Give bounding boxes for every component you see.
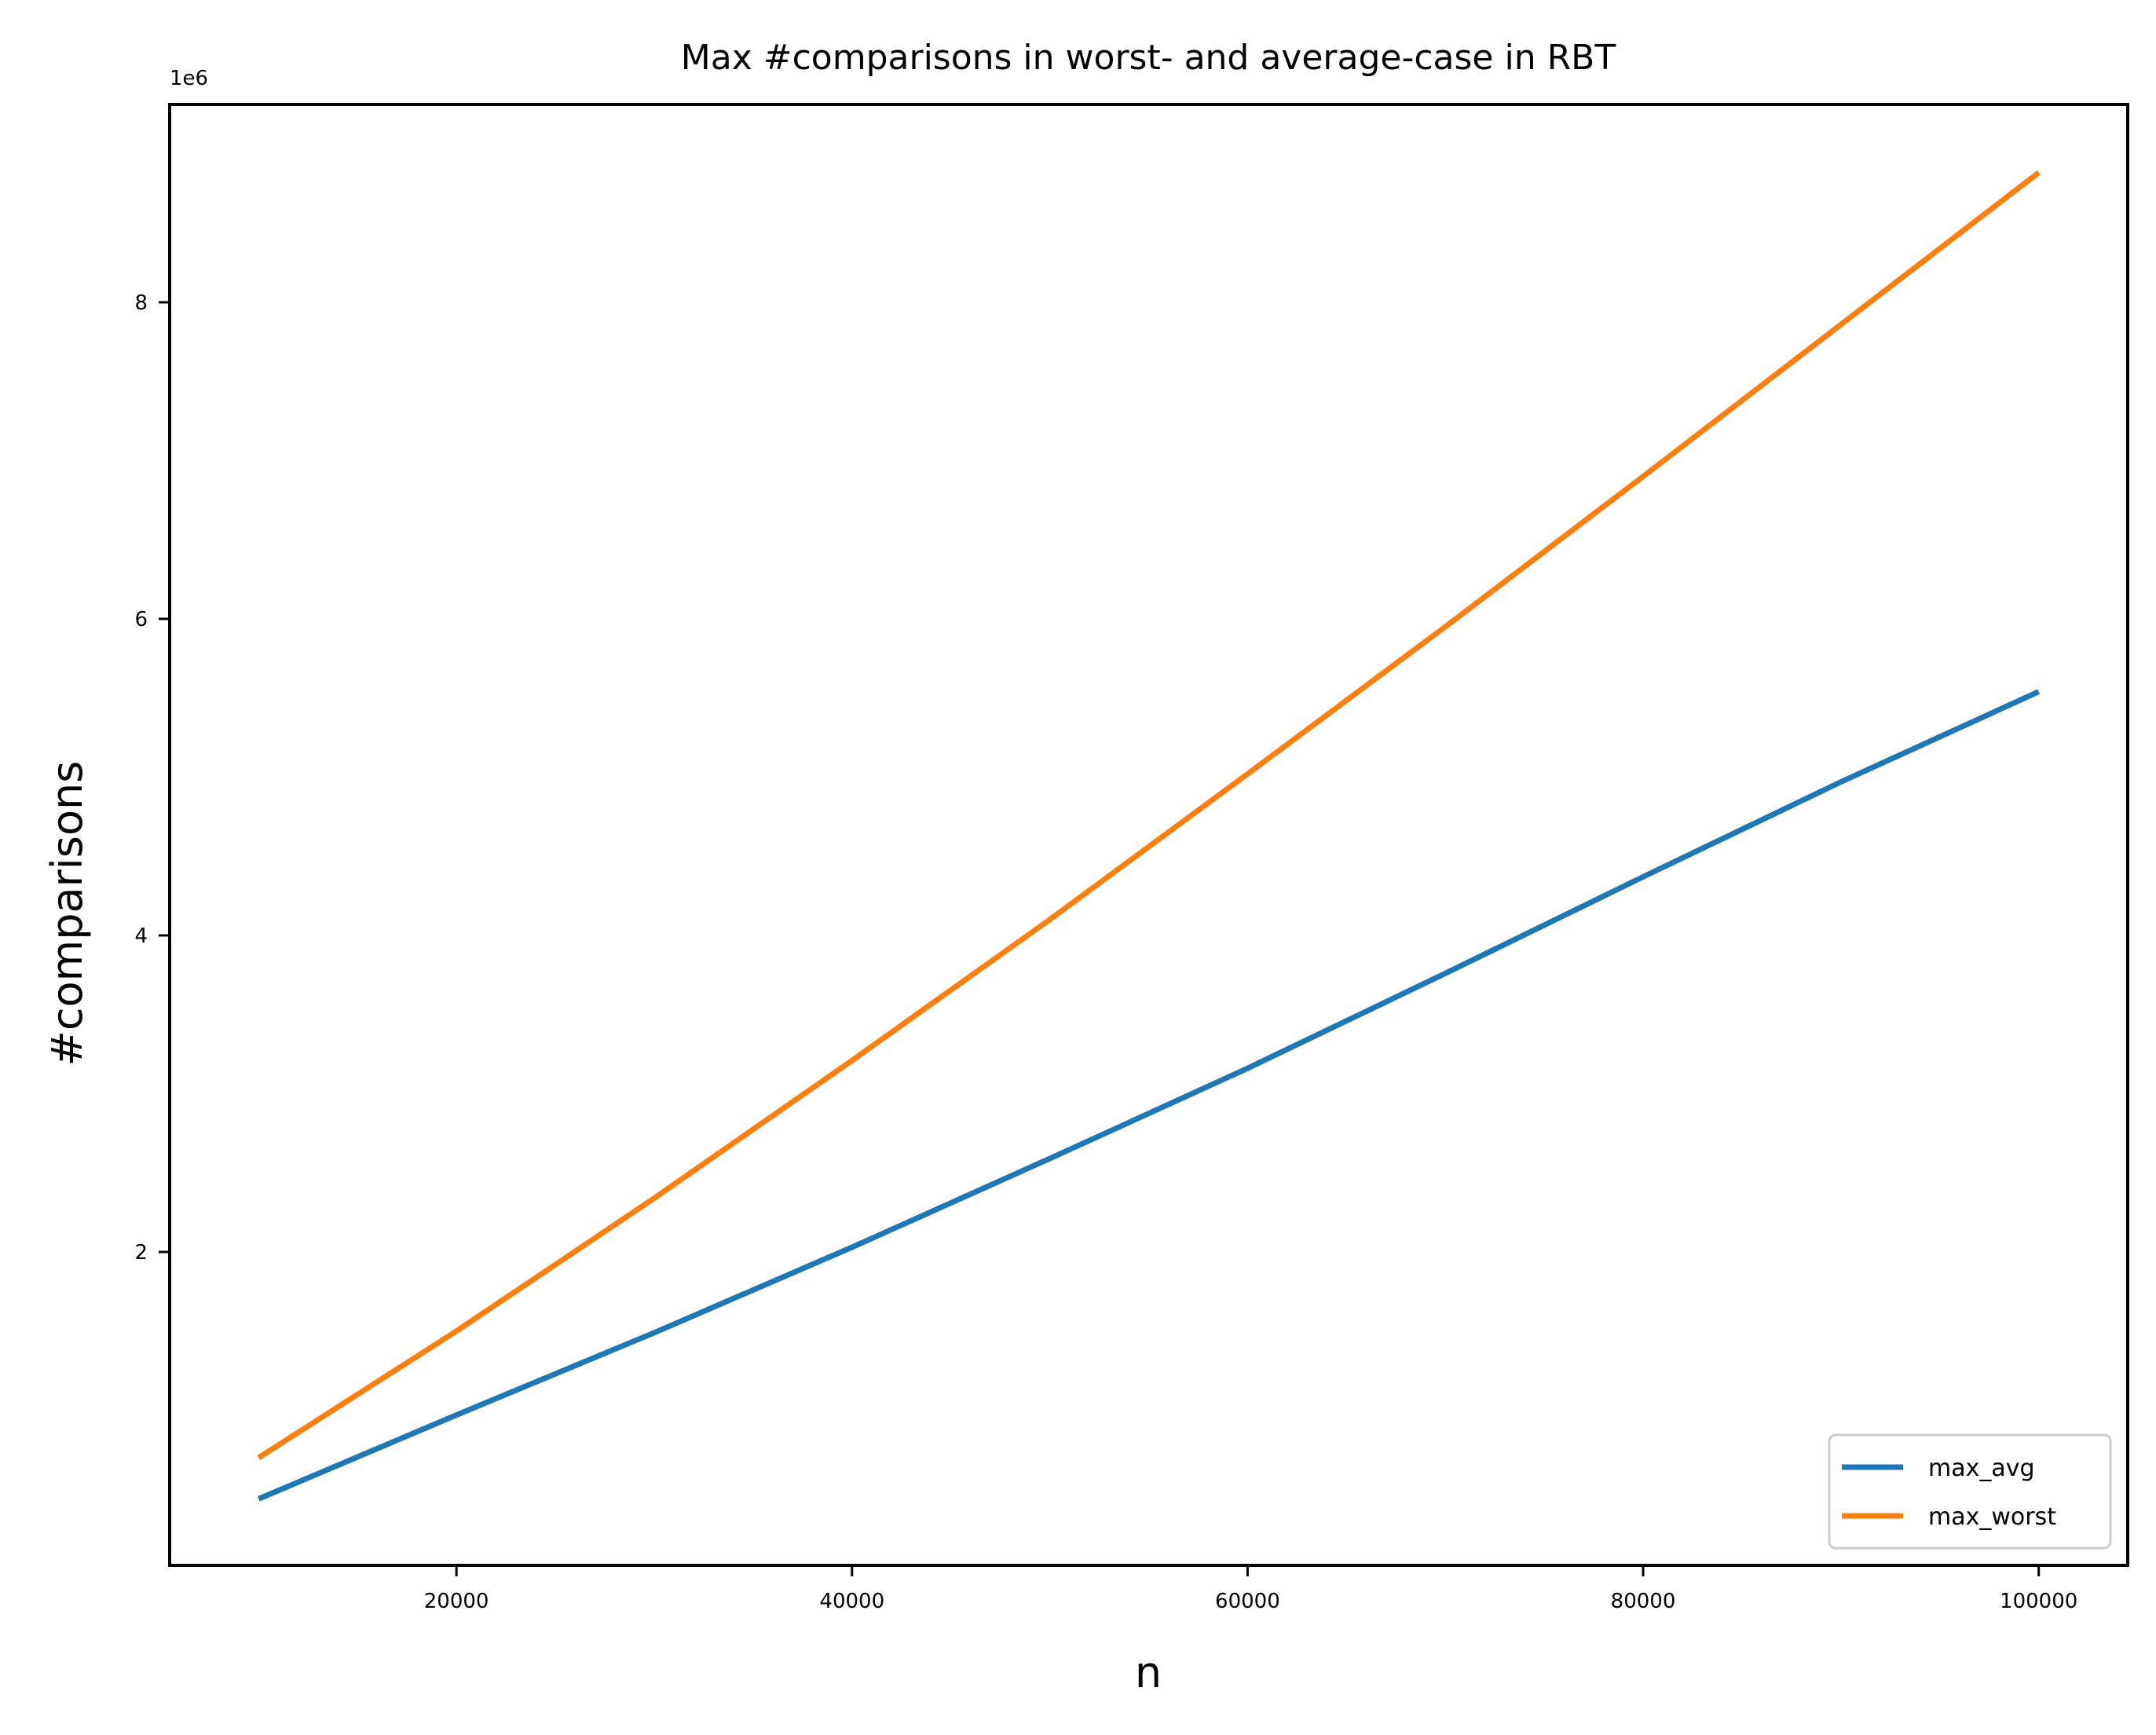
x-tick-label: 80000 — [1611, 1590, 1676, 1613]
y-tick-label: 4 — [134, 924, 148, 948]
plot-area-frame — [168, 103, 2129, 1567]
legend-label-max-worst: max_worst — [1928, 1503, 2056, 1531]
legend: max_avg max_worst — [1828, 1433, 2112, 1550]
y-axis-label: #comparisons — [42, 761, 92, 1067]
x-tick-label: 60000 — [1215, 1590, 1280, 1613]
x-tick-label: 20000 — [424, 1590, 489, 1613]
y-axis-offset-label: 1e6 — [170, 67, 208, 90]
y-tick-label: 6 — [134, 608, 148, 631]
series-line-max-avg — [257, 689, 2041, 1502]
ticks-layer: 20000 40000 60000 80000 100000 2 4 6 8 — [134, 291, 2077, 1613]
x-tick-label: 40000 — [819, 1590, 884, 1613]
series-layer — [257, 170, 2041, 1502]
legend-label-max-avg: max_avg — [1928, 1455, 2035, 1482]
legend-box — [1828, 1433, 2112, 1550]
y-tick-label: 2 — [134, 1241, 148, 1265]
x-tick-label: 100000 — [2000, 1590, 2077, 1613]
series-line-max-worst — [257, 170, 2041, 1460]
x-axis-label: n — [1135, 1648, 1162, 1697]
y-tick-label: 8 — [134, 291, 148, 315]
chart-title: Max #comparisons in worst- and average-c… — [681, 38, 1616, 78]
